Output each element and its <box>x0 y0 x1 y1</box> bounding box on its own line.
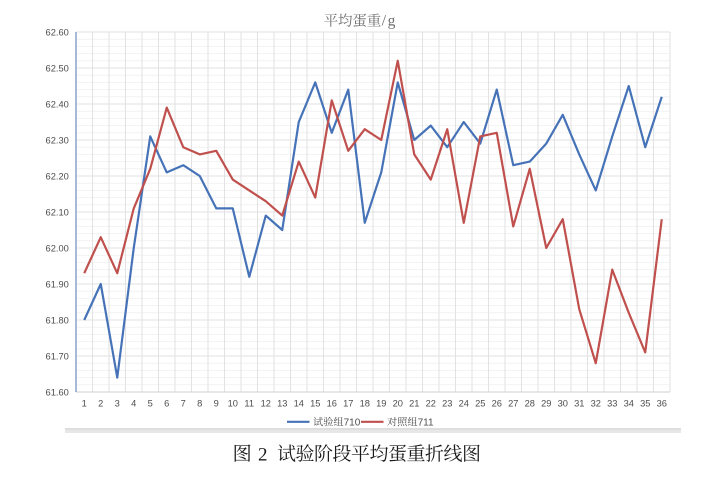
svg-text:36: 36 <box>657 398 667 408</box>
svg-text:34: 34 <box>624 398 634 408</box>
svg-text:21: 21 <box>409 398 419 408</box>
svg-text:710: 710 <box>344 417 361 428</box>
svg-text:31: 31 <box>574 398 584 408</box>
svg-text:15: 15 <box>310 398 320 408</box>
svg-text:/g: /g <box>382 13 397 30</box>
svg-text:11: 11 <box>244 398 254 408</box>
svg-text:1: 1 <box>82 398 87 408</box>
svg-text:12: 12 <box>261 398 271 408</box>
svg-text:5: 5 <box>148 398 153 408</box>
svg-text:22: 22 <box>426 398 436 408</box>
svg-text:18: 18 <box>360 398 370 408</box>
svg-text:2: 2 <box>258 444 268 465</box>
svg-text:6: 6 <box>164 398 169 408</box>
svg-text:61.90: 61.90 <box>46 279 69 289</box>
svg-text:14: 14 <box>294 398 304 408</box>
svg-text:23: 23 <box>442 398 452 408</box>
svg-text:24: 24 <box>459 398 469 408</box>
svg-text:19: 19 <box>376 398 386 408</box>
svg-text:17: 17 <box>343 398 353 408</box>
svg-text:35: 35 <box>640 398 650 408</box>
svg-text:30: 30 <box>558 398 568 408</box>
svg-text:29: 29 <box>541 398 551 408</box>
svg-text:3: 3 <box>115 398 120 408</box>
svg-text:20: 20 <box>393 398 403 408</box>
svg-text:16: 16 <box>327 398 337 408</box>
svg-text:62.10: 62.10 <box>46 207 69 217</box>
svg-text:26: 26 <box>492 398 502 408</box>
svg-text:33: 33 <box>607 398 617 408</box>
svg-text:25: 25 <box>475 398 485 408</box>
svg-text:62.40: 62.40 <box>46 99 69 109</box>
svg-text:61.70: 61.70 <box>46 351 69 361</box>
svg-text:27: 27 <box>508 398 518 408</box>
svg-text:62.50: 62.50 <box>46 63 69 73</box>
svg-text:32: 32 <box>591 398 601 408</box>
svg-text:9: 9 <box>214 398 219 408</box>
svg-text:2: 2 <box>98 398 103 408</box>
svg-text:4: 4 <box>131 398 136 408</box>
svg-text:61.80: 61.80 <box>46 315 69 325</box>
svg-text:62.60: 62.60 <box>46 27 69 37</box>
svg-text:13: 13 <box>277 398 287 408</box>
svg-text:62.20: 62.20 <box>46 171 69 181</box>
svg-text:10: 10 <box>228 398 238 408</box>
svg-text:28: 28 <box>525 398 535 408</box>
svg-text:8: 8 <box>197 398 202 408</box>
svg-text:7: 7 <box>181 398 186 408</box>
svg-text:62.30: 62.30 <box>46 135 69 145</box>
svg-text:711: 711 <box>418 417 434 428</box>
svg-text:61.60: 61.60 <box>46 387 69 397</box>
svg-text:62.00: 62.00 <box>46 243 69 253</box>
